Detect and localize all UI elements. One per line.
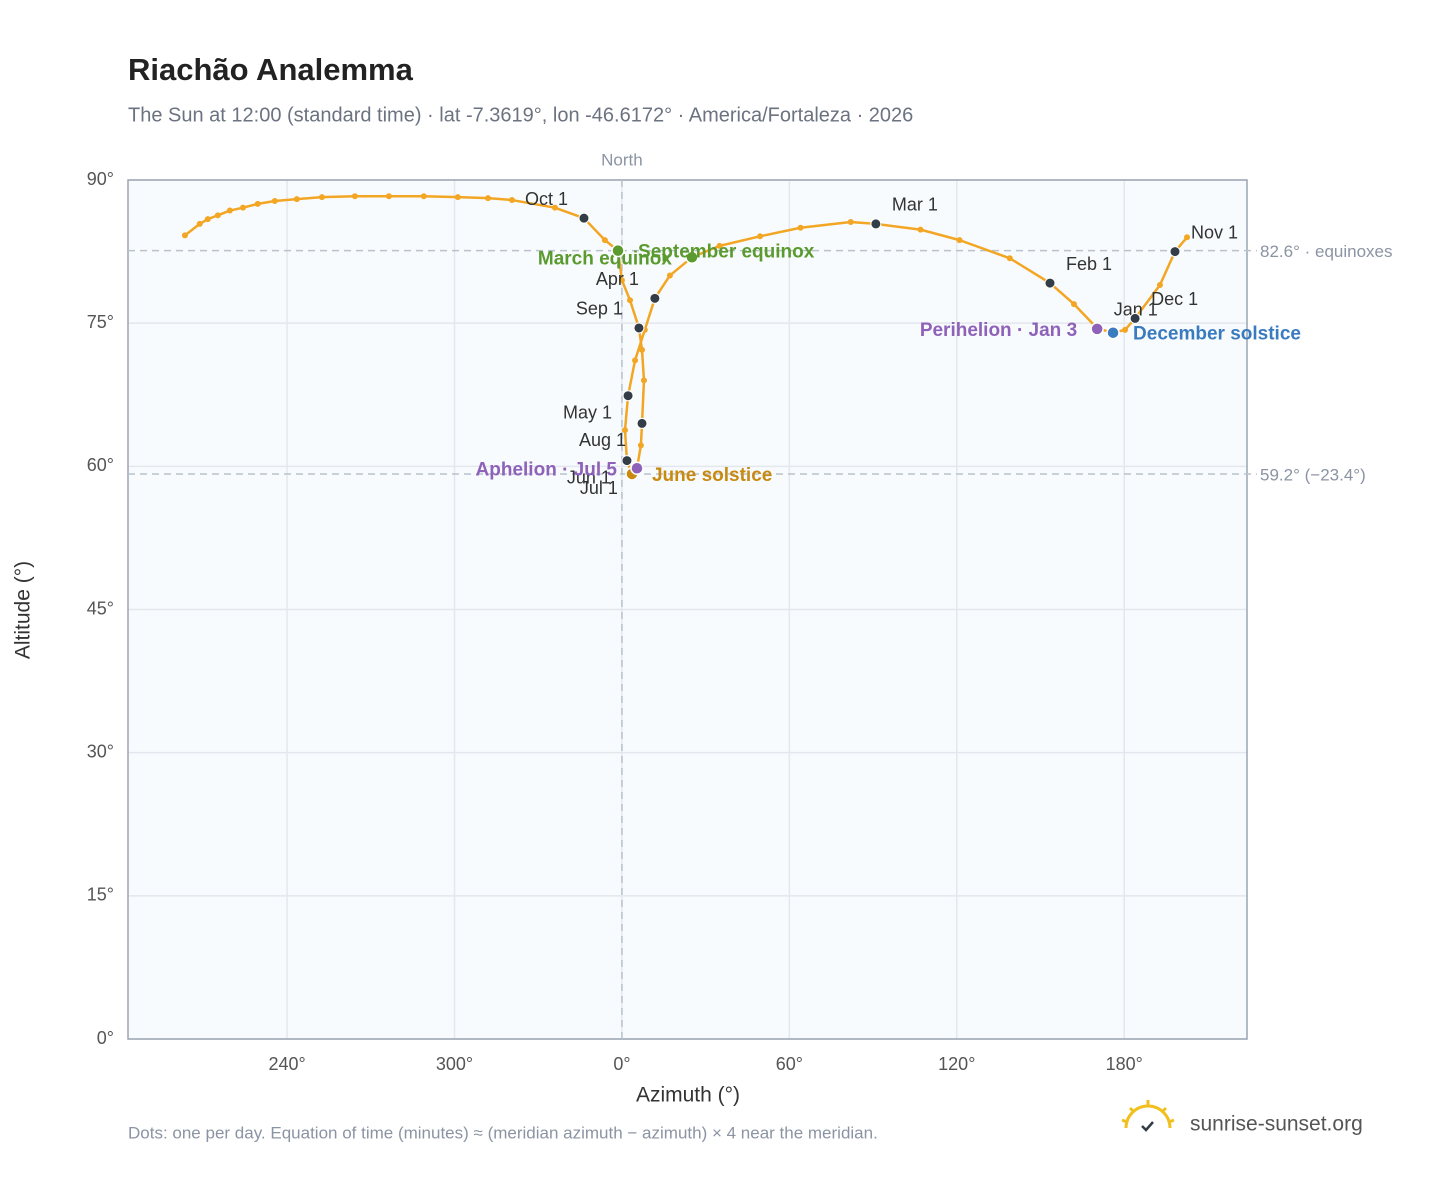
day-dot <box>226 207 233 214</box>
event-label: March equinox <box>538 248 673 269</box>
x-tick-label: 240° <box>268 1054 305 1074</box>
day-dot <box>239 204 246 211</box>
x-tick-label: 300° <box>436 1054 473 1074</box>
day-dot <box>1070 301 1077 308</box>
month-label: Nov 1 <box>1191 222 1238 242</box>
day-dot <box>508 197 515 204</box>
x-tick-label: 0° <box>613 1054 630 1074</box>
reference-label: 82.6° · equinoxes <box>1260 242 1393 261</box>
month-label: Dec 1 <box>1151 289 1198 309</box>
day-dot <box>1184 234 1191 241</box>
day-dot <box>420 193 427 200</box>
month-label: Jul 1 <box>580 478 618 498</box>
event-marker <box>685 250 699 265</box>
event-label: June solstice <box>652 465 772 486</box>
y-tick-label: 75° <box>87 312 114 332</box>
day-dot <box>716 242 723 249</box>
y-tick-label: 90° <box>87 169 114 189</box>
day-dot <box>601 237 608 244</box>
day-dot <box>640 377 647 384</box>
month-label: May 1 <box>563 402 612 422</box>
day-dot <box>484 195 491 202</box>
day-dot <box>214 212 221 219</box>
day-dot <box>318 194 325 201</box>
month-marker <box>649 292 661 304</box>
x-tick-label: 120° <box>938 1054 975 1074</box>
day-dot <box>917 226 924 233</box>
event-marker <box>611 243 625 258</box>
month-marker <box>622 390 634 402</box>
day-dot <box>618 277 625 284</box>
month-marker <box>621 455 633 467</box>
day-dot <box>454 194 461 201</box>
brand-logo <box>1121 1100 1175 1132</box>
day-dot <box>621 427 628 434</box>
event-label: Aphelion · Jul 5 <box>476 459 618 480</box>
day-dot <box>204 216 211 223</box>
month-label: Apr 1 <box>596 269 639 289</box>
day-dot <box>639 346 646 353</box>
x-axis-label: Azimuth (°) <box>636 1084 740 1107</box>
y-tick-label: 15° <box>87 885 114 905</box>
day-dot <box>797 224 804 231</box>
day-dot <box>757 233 764 240</box>
day-dot <box>196 220 203 227</box>
reference-label: 59.2° (−23.4°) <box>1260 465 1366 484</box>
day-dot <box>1122 326 1129 333</box>
month-label: Sep 1 <box>576 299 623 319</box>
day-dot <box>627 297 634 304</box>
day-dot <box>293 196 300 203</box>
month-label: Jun 1 <box>567 467 611 487</box>
month-marker <box>1129 312 1141 324</box>
month-label: Jan 1 <box>1114 300 1158 320</box>
chart-title: Riachão Analemma <box>128 52 414 87</box>
chart-subtitle: The Sun at 12:00 (standard time) · lat -… <box>128 104 913 126</box>
month-marker <box>1044 277 1056 289</box>
day-dot <box>632 357 639 364</box>
brand: sunrise-sunset.org <box>1190 1113 1363 1136</box>
y-tick-label: 60° <box>87 455 114 475</box>
month-marker <box>1169 246 1181 258</box>
event-label: December solstice <box>1133 324 1301 345</box>
y-axis-label: Altitude (°) <box>12 561 35 659</box>
day-dot <box>351 193 358 200</box>
plot-border <box>127 179 1248 1040</box>
event-label: September equinox <box>638 242 815 263</box>
day-dot <box>385 193 392 200</box>
event-label: Perihelion · Jan 3 <box>920 320 1077 341</box>
day-dot <box>1006 255 1013 262</box>
meridian-label: North <box>601 150 643 169</box>
event-marker <box>1090 322 1104 336</box>
day-dot <box>956 237 963 244</box>
event-marker <box>1106 325 1120 340</box>
footnote: Dots: one per day. Equation of time (min… <box>128 1123 878 1142</box>
day-dot <box>666 272 673 279</box>
event-marker <box>630 461 644 475</box>
month-label: Aug 1 <box>579 430 626 450</box>
day-dot <box>271 197 278 204</box>
day-dot <box>254 200 261 207</box>
month-label: Oct 1 <box>525 189 568 209</box>
month-marker <box>636 417 648 429</box>
day-dot <box>637 442 644 449</box>
y-tick-label: 45° <box>87 598 114 618</box>
month-label: Feb 1 <box>1066 254 1112 274</box>
day-dot <box>847 218 854 225</box>
y-tick-label: 30° <box>87 741 114 761</box>
x-tick-label: 60° <box>776 1054 803 1074</box>
day-dot <box>1156 281 1163 288</box>
day-dot <box>181 232 188 239</box>
x-tick-label: 180° <box>1106 1054 1143 1074</box>
day-dot <box>551 204 558 211</box>
month-label: Mar 1 <box>892 195 938 215</box>
month-marker <box>633 322 645 334</box>
y-tick-label: 0° <box>97 1028 114 1048</box>
month-marker <box>578 212 590 224</box>
month-marker <box>870 218 882 230</box>
